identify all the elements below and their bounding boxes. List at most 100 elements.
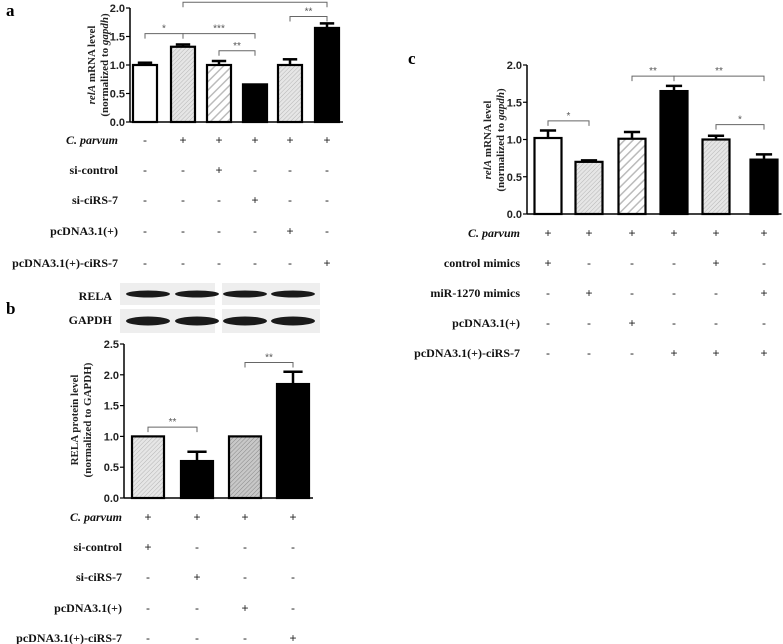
condition-sign: -: [181, 193, 185, 207]
bar: [179, 459, 215, 500]
condition-sign: +: [251, 133, 258, 147]
condition-sign: -: [146, 601, 150, 615]
condition-sign: -: [325, 193, 329, 207]
condition-label: control mimics: [444, 256, 520, 270]
condition-sign: -: [291, 540, 295, 554]
bar: [276, 63, 304, 124]
panel-label-b: b: [6, 299, 15, 318]
condition-sign: +: [193, 570, 200, 584]
condition-sign: -: [181, 163, 185, 177]
blot-band: [223, 290, 267, 298]
significance-bracket: [218, 50, 256, 56]
condition-sign: +: [760, 286, 767, 300]
condition-sign: -: [546, 346, 550, 360]
condition-sign: +: [585, 286, 592, 300]
y-tick-label: 0.0: [507, 209, 522, 221]
blot-band: [126, 316, 170, 326]
condition-sign: +: [286, 133, 293, 147]
condition-label: C. parvum: [66, 133, 118, 147]
y-label-part: ): [495, 88, 507, 92]
bar: [749, 158, 779, 216]
condition-sign: -: [672, 286, 676, 300]
panel-label-c: c: [408, 49, 416, 68]
condition-sign: -: [291, 570, 295, 584]
condition-sign: -: [587, 256, 591, 270]
y-tick-label: 0.0: [104, 493, 119, 505]
condition-sign: +: [251, 193, 258, 207]
condition-sign: -: [714, 316, 718, 330]
y-tick-label: 2.0: [507, 60, 522, 72]
bar: [574, 160, 604, 216]
y-tick-label: 1.5: [110, 32, 125, 44]
y-label-part: (normalized to: [495, 120, 507, 191]
y-tick-label: 1.0: [507, 135, 522, 147]
y-label-part: mRNA level: [86, 26, 98, 85]
condition-sign: +: [628, 226, 635, 240]
condition-sign: -: [325, 224, 329, 238]
condition-sign: +: [544, 256, 551, 270]
significance-bracket: [182, 1, 328, 8]
bar: [205, 63, 233, 124]
significance-label: ***: [213, 24, 225, 35]
condition-sign: -: [181, 224, 185, 238]
condition-sign: -: [291, 601, 295, 615]
condition-sign: +: [712, 256, 719, 270]
blot-band: [126, 290, 170, 298]
significance-label: **: [305, 7, 313, 18]
condition-sign: -: [143, 256, 147, 270]
bar: [275, 382, 311, 500]
condition-sign: -: [587, 346, 591, 360]
significance-bracket: [673, 75, 765, 82]
significance-label: **: [233, 41, 241, 52]
condition-label: si-control: [74, 540, 123, 554]
condition-sign: -: [253, 256, 257, 270]
significance-bracket: [547, 120, 590, 126]
condition-sign: -: [546, 316, 550, 330]
chart-panel-c: 0.0 0.5 1.0 1.5 2.0 relA mRNA level(normalize…: [414, 60, 782, 360]
condition-label: pcDNA3.1(+)-ciRS-7: [12, 256, 118, 270]
significance-bracket: [244, 361, 294, 368]
condition-sign: -: [243, 540, 247, 554]
y-tick-label: 0.5: [104, 462, 119, 474]
condition-sign: +: [241, 510, 248, 524]
significance-label: **: [649, 66, 657, 77]
condition-sign: -: [243, 631, 247, 644]
bar: [701, 138, 731, 216]
condition-label: si-ciRS-7: [72, 193, 118, 207]
significance-label: *: [253, 0, 257, 3]
significance-label: *: [567, 111, 571, 122]
condition-label: pcDNA3.1(+)-ciRS-7: [16, 631, 122, 644]
y-tick-label: 0.0: [110, 117, 125, 129]
significance-label: *: [738, 115, 742, 126]
condition-sign: -: [288, 256, 292, 270]
condition-sign: -: [288, 193, 292, 207]
y-label-part: (normalized to: [99, 45, 111, 116]
blot-band: [175, 290, 219, 298]
y-tick-label: 2.5: [104, 339, 119, 351]
blot-band: [271, 290, 315, 298]
condition-sign: +: [760, 226, 767, 240]
condition-sign: -: [587, 316, 591, 330]
condition-sign: +: [670, 346, 677, 360]
condition-label: si-ciRS-7: [76, 570, 122, 584]
condition-sign: -: [762, 256, 766, 270]
bar: [617, 137, 647, 216]
blot-band: [223, 316, 267, 326]
condition-sign: -: [630, 286, 634, 300]
significance-bracket: [147, 426, 198, 433]
bar: [227, 435, 263, 500]
condition-sign: +: [144, 510, 151, 524]
condition-sign: +: [144, 540, 151, 554]
significance-label: **: [265, 352, 273, 363]
condition-sign: +: [286, 224, 293, 238]
condition-sign: -: [253, 163, 257, 177]
condition-sign: +: [585, 226, 592, 240]
condition-sign: +: [323, 133, 330, 147]
condition-sign: +: [215, 133, 222, 147]
blot-label-rela: RELA: [79, 289, 113, 303]
condition-sign: -: [217, 224, 221, 238]
y-axis-label: RELA protein level(normalized to GAPDH): [69, 362, 94, 477]
condition-label: si-control: [70, 163, 119, 177]
